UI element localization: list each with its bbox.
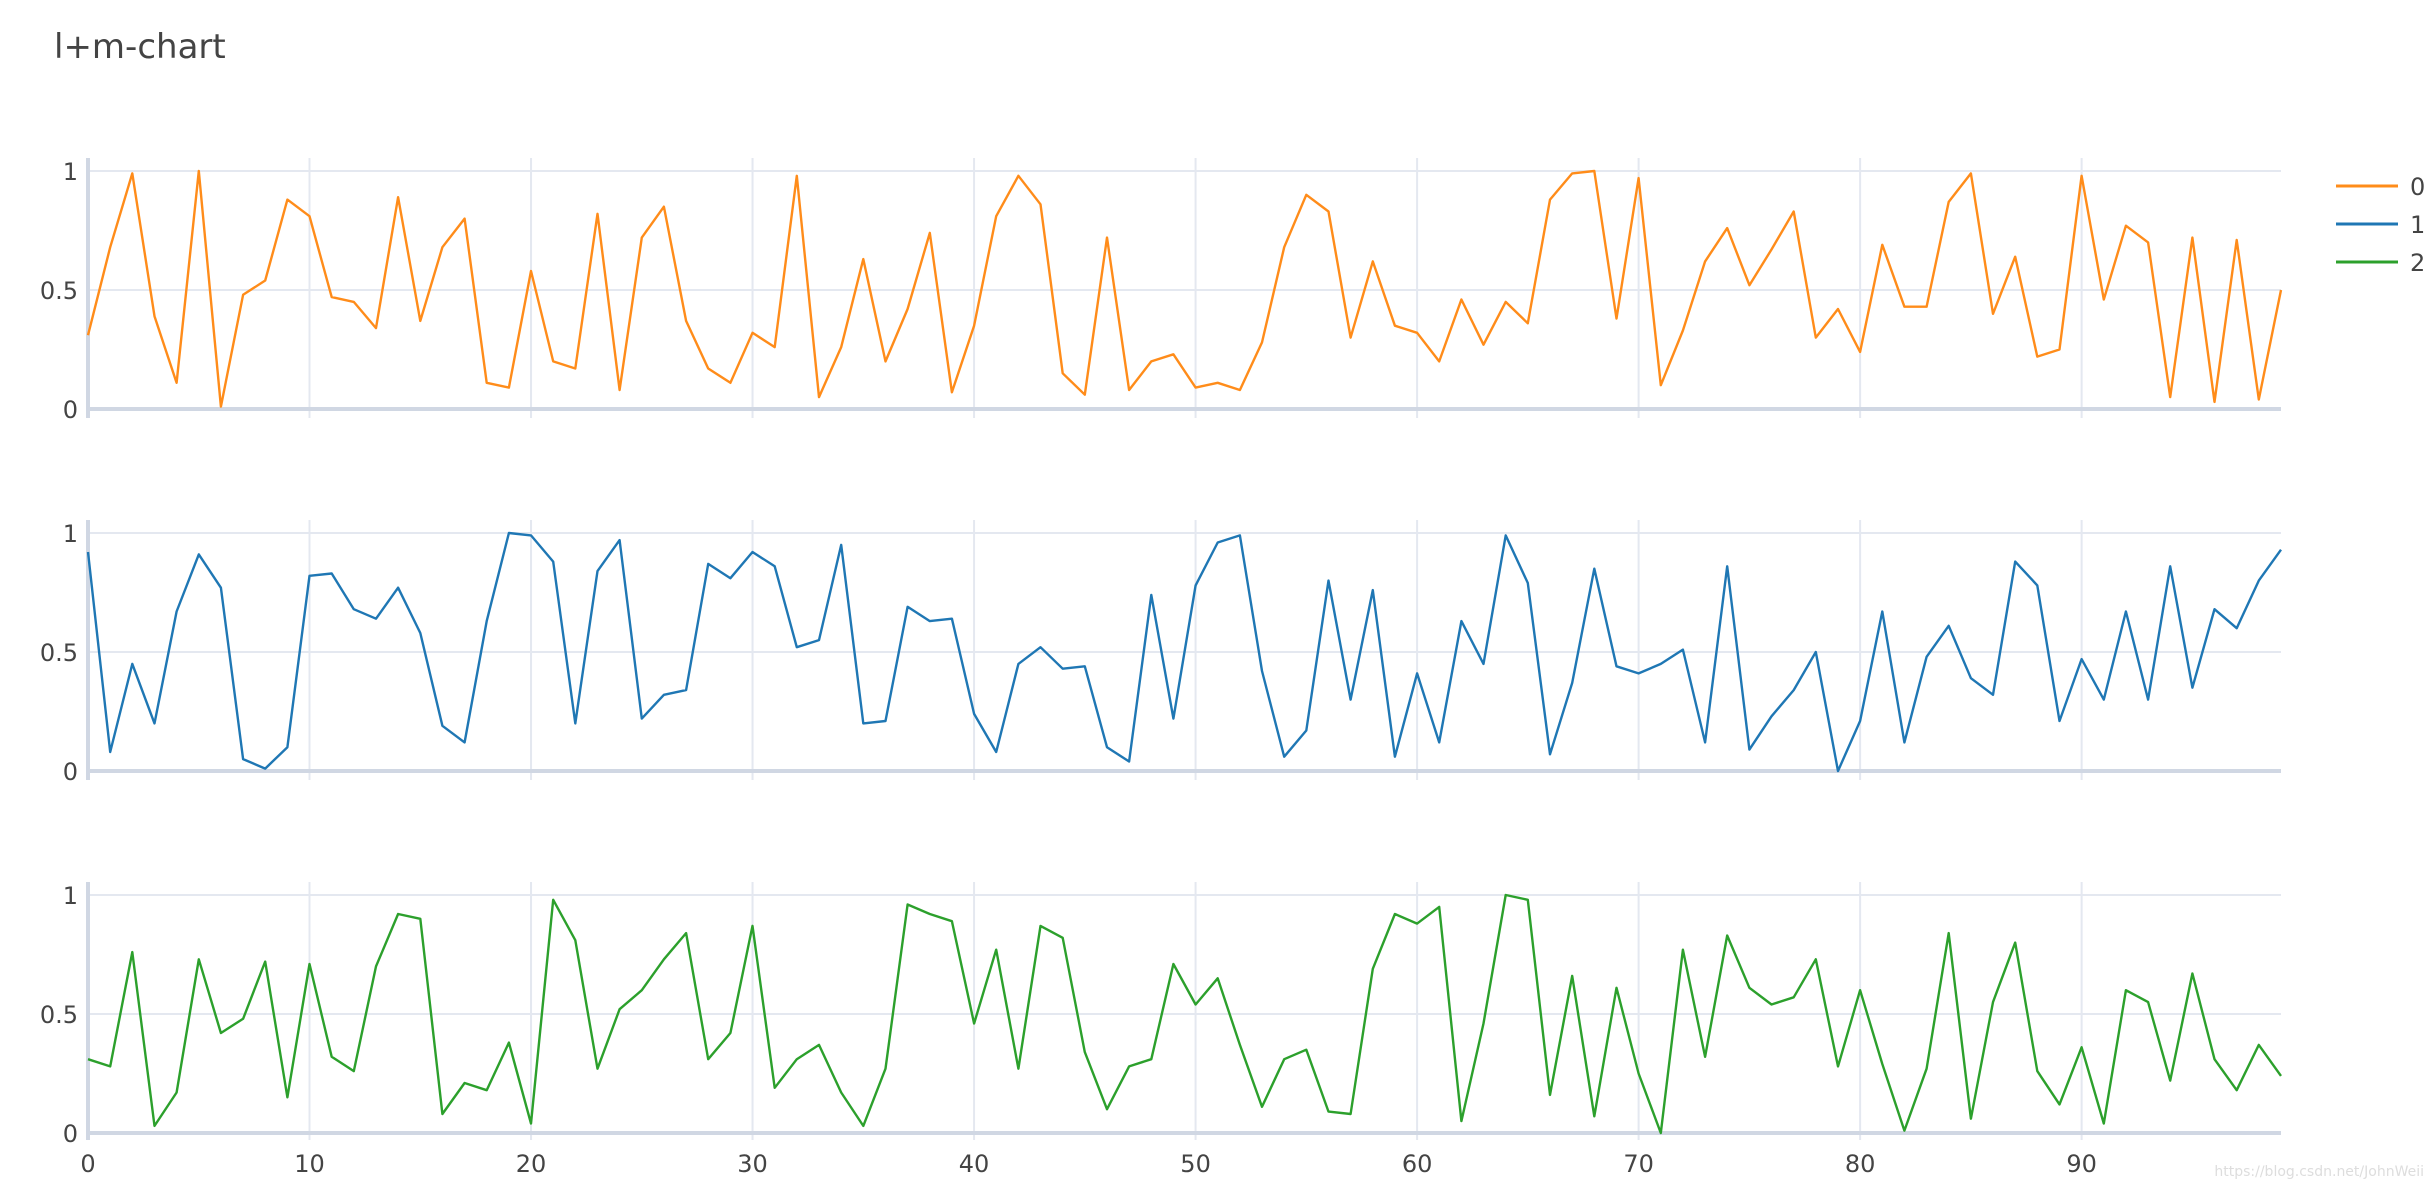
series-line-0	[86, 169, 2283, 408]
series-line-2	[87, 893, 2282, 1135]
x-axis-ticks: 0 10 20 30 40 50 60 70 80 90	[80, 1150, 2097, 1178]
panel-series-0: 00.51	[40, 158, 2283, 424]
y-tick-label: 0.5	[40, 639, 78, 667]
legend-item-2[interactable]: 2	[2336, 249, 2425, 277]
x-tick-label: 10	[294, 1150, 325, 1178]
y-tick-label: 0.5	[40, 1001, 78, 1029]
y-tick-label: 1	[63, 520, 78, 548]
x-tick-label: 90	[2066, 1150, 2097, 1178]
x-tick-label: 60	[1402, 1150, 1433, 1178]
x-tick-label: 70	[1623, 1150, 1654, 1178]
legend-label: 0	[2410, 173, 2425, 201]
x-tick-label: 0	[80, 1150, 95, 1178]
legend-label: 1	[2410, 211, 2425, 239]
x-tick-label: 50	[1180, 1150, 1211, 1178]
y-tick-label: 0.5	[40, 277, 78, 305]
y-tick-label: 0	[63, 758, 78, 786]
legend-label: 2	[2410, 249, 2425, 277]
legend-item-0[interactable]: 0	[2336, 173, 2425, 201]
panel-series-1: 00.51	[40, 520, 2282, 786]
series-line-1	[86, 531, 2282, 773]
y-tick-label: 1	[63, 158, 78, 186]
panel-series-2: 00.51	[40, 882, 2282, 1148]
legend-item-1[interactable]: 1	[2336, 211, 2425, 239]
y-tick-label: 1	[63, 882, 78, 910]
y-tick-label: 0	[63, 396, 78, 424]
x-tick-label: 30	[737, 1150, 768, 1178]
y-tick-label: 0	[63, 1120, 78, 1148]
x-tick-label: 80	[1845, 1150, 1876, 1178]
x-tick-label: 20	[516, 1150, 547, 1178]
watermark: https://blog.csdn.net/JohnWeii	[2214, 1164, 2424, 1180]
legend[interactable]: 0 1 2	[2336, 173, 2425, 277]
x-tick-label: 40	[959, 1150, 990, 1178]
chart-title: l+m-chart	[54, 27, 226, 67]
